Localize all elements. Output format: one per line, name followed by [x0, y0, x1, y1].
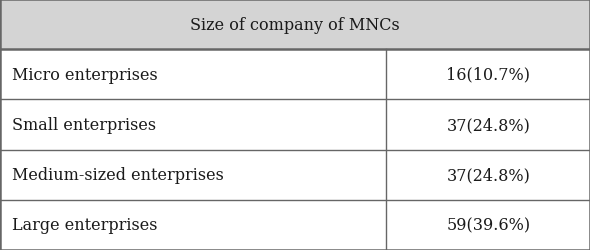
- Text: Large enterprises: Large enterprises: [12, 216, 158, 234]
- Text: Size of company of MNCs: Size of company of MNCs: [190, 16, 400, 34]
- Bar: [0, 0, 590, 50]
- Text: Micro enterprises: Micro enterprises: [12, 66, 158, 84]
- Text: 59(39.6%): 59(39.6%): [446, 216, 530, 234]
- Bar: [0, 100, 590, 150]
- Text: 37(24.8%): 37(24.8%): [446, 116, 530, 134]
- Bar: [0, 200, 590, 250]
- Text: Small enterprises: Small enterprises: [12, 116, 156, 134]
- Text: 16(10.7%): 16(10.7%): [446, 66, 530, 84]
- Text: 37(24.8%): 37(24.8%): [446, 166, 530, 184]
- Text: Medium-sized enterprises: Medium-sized enterprises: [12, 166, 224, 184]
- Bar: [0, 150, 590, 200]
- Bar: [0, 50, 590, 100]
